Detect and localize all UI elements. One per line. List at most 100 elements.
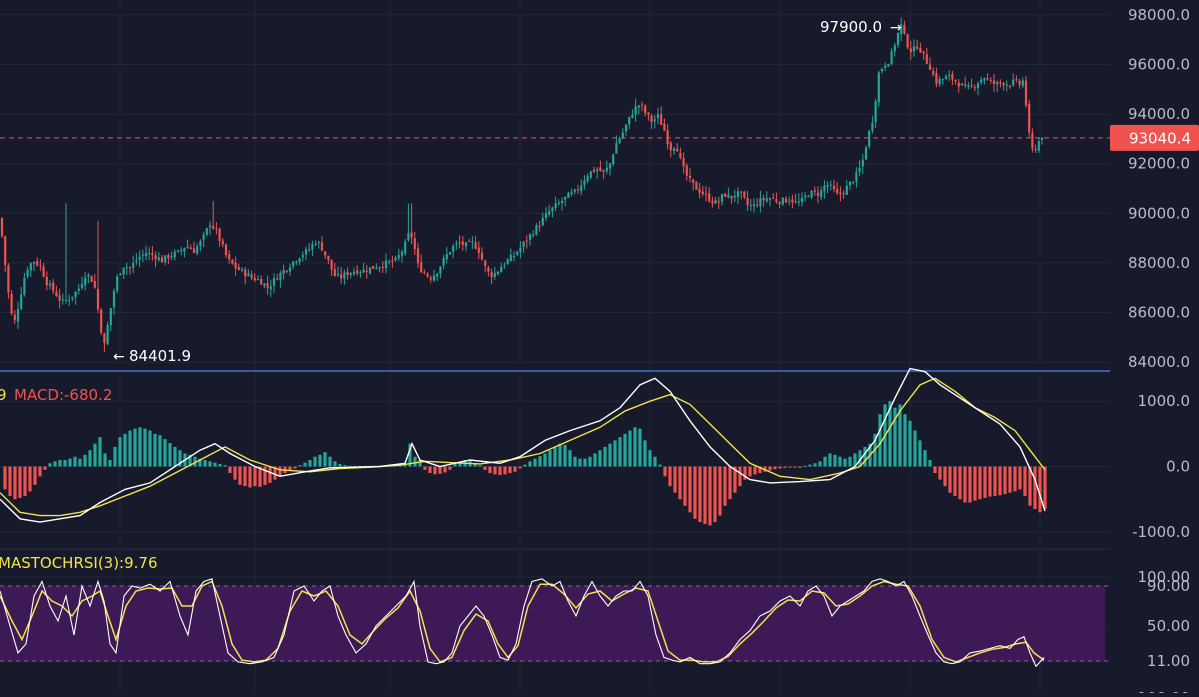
macd-histogram-bar bbox=[1033, 466, 1037, 510]
candle-body bbox=[692, 179, 695, 183]
macd-histogram-bar bbox=[138, 427, 142, 467]
macd-histogram-bar bbox=[118, 437, 122, 467]
candle-body bbox=[173, 251, 176, 258]
candle-body bbox=[999, 82, 1002, 84]
price-axis-tick-label: 96000.0 bbox=[1128, 55, 1190, 73]
macd-histogram-bar bbox=[433, 466, 437, 475]
candle-body bbox=[775, 199, 778, 202]
macd-histogram-bar bbox=[323, 452, 327, 467]
candle-body bbox=[132, 262, 135, 268]
candle-body bbox=[228, 254, 231, 260]
macd-histogram-bar bbox=[318, 454, 322, 467]
candle-body bbox=[90, 276, 93, 282]
candle-body bbox=[176, 250, 180, 252]
candle-body bbox=[308, 249, 311, 251]
macd-histogram-bar bbox=[638, 428, 642, 467]
candle-body bbox=[356, 270, 359, 274]
macd-pane-label[interactable]: MACD:-680.2 bbox=[14, 386, 112, 404]
macd-histogram-bar bbox=[958, 466, 962, 500]
macd-histogram-bar bbox=[443, 466, 447, 473]
macd-histogram-bar bbox=[293, 466, 297, 469]
macd-histogram-bar bbox=[3, 466, 7, 490]
macd-histogram-bar bbox=[278, 466, 282, 477]
candle-body bbox=[778, 202, 781, 204]
candle-body bbox=[39, 265, 42, 267]
macd-histogram-bar bbox=[793, 466, 797, 468]
candle-body bbox=[109, 308, 112, 326]
macd-histogram-bar bbox=[38, 466, 42, 477]
candle-body bbox=[52, 282, 55, 291]
candle-body bbox=[458, 242, 461, 244]
candle-body bbox=[602, 170, 605, 172]
candle-body bbox=[61, 299, 64, 301]
candle-body bbox=[580, 185, 583, 192]
mastoch-axis-tick-label: 90.00 bbox=[1147, 577, 1190, 595]
candlestick-series bbox=[0, 17, 1044, 353]
candle-body bbox=[583, 180, 586, 186]
candle-body bbox=[1037, 141, 1040, 151]
macd-histogram-bar bbox=[148, 430, 152, 467]
candle-body bbox=[71, 296, 74, 299]
candle-body bbox=[138, 256, 141, 260]
candle-body bbox=[804, 195, 807, 198]
candle-body bbox=[413, 238, 416, 250]
candle-body bbox=[183, 248, 186, 252]
candle-body bbox=[864, 147, 868, 160]
candle-body bbox=[996, 81, 999, 85]
macd-histogram-bar bbox=[818, 461, 822, 467]
candle-body bbox=[954, 80, 957, 82]
macd-histogram-bar bbox=[733, 466, 737, 493]
candle-body bbox=[368, 267, 372, 274]
macd-histogram-bar bbox=[103, 453, 107, 467]
candle-body bbox=[983, 78, 986, 81]
macd-histogram-bar bbox=[13, 466, 17, 500]
candle-body bbox=[381, 266, 384, 268]
macd-histogram-bar bbox=[248, 466, 252, 488]
macd-histogram-bar bbox=[88, 450, 92, 467]
candle-body bbox=[4, 236, 7, 266]
candle-body bbox=[144, 253, 148, 256]
price-axis-tick-label: 84000.0 bbox=[1128, 353, 1190, 371]
candle-body bbox=[973, 87, 976, 89]
candle-body bbox=[813, 190, 816, 192]
mastoch-pane-label[interactable]: MASTOCHRSI(3):9.76 bbox=[0, 554, 158, 572]
macd-histogram-bar bbox=[628, 430, 632, 467]
candle-body bbox=[631, 114, 634, 118]
candle-body bbox=[509, 255, 512, 261]
candle-body bbox=[314, 243, 317, 245]
candle-body bbox=[260, 279, 263, 285]
candle-body bbox=[964, 84, 967, 86]
stoch-lines bbox=[0, 578, 1045, 668]
macd-histogram-bar bbox=[123, 433, 127, 467]
macd-histogram-bar bbox=[933, 466, 937, 474]
candle-body bbox=[644, 105, 647, 114]
candle-body bbox=[487, 267, 490, 272]
candle-body bbox=[116, 276, 119, 291]
candle-body bbox=[688, 176, 692, 178]
macd-histogram-bar bbox=[1028, 466, 1032, 506]
candle-body bbox=[7, 265, 10, 293]
candle-body bbox=[676, 148, 679, 152]
mastoch-axis-tick-label: 100.00 bbox=[1138, 568, 1191, 586]
stoch-band-layer bbox=[0, 585, 1110, 662]
candle-body bbox=[106, 324, 109, 345]
candle-body bbox=[288, 267, 292, 272]
macd-histogram-bar bbox=[578, 458, 582, 467]
candle-body bbox=[704, 193, 708, 195]
candle-body bbox=[740, 191, 743, 193]
candle-body bbox=[685, 165, 688, 176]
macd-histogram-bar bbox=[658, 464, 662, 467]
candle-body bbox=[23, 278, 26, 295]
candle-body bbox=[432, 275, 436, 281]
candle-body bbox=[528, 234, 532, 240]
candle-body bbox=[666, 130, 669, 145]
candle-body bbox=[68, 299, 71, 301]
price-axis[interactable]: 98000.0 96000.0 94000.0 92000.0 90000.0 88000… bbox=[1110, 0, 1199, 697]
price-axis-tick-label: 92000.0 bbox=[1128, 155, 1190, 173]
candle-body bbox=[618, 138, 621, 143]
macd-histogram-bar bbox=[813, 463, 817, 467]
macd-histogram-bar bbox=[798, 466, 802, 468]
candle-body bbox=[279, 272, 282, 281]
